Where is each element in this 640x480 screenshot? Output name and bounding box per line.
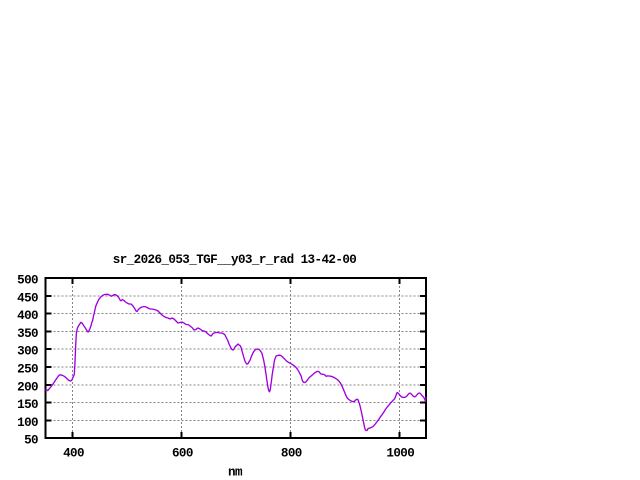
svg-text:450: 450 xyxy=(17,291,38,305)
svg-text:50: 50 xyxy=(24,434,38,448)
svg-text:600: 600 xyxy=(172,447,193,461)
svg-text:250: 250 xyxy=(17,363,38,377)
svg-text:nm: nm xyxy=(228,466,243,480)
svg-text:300: 300 xyxy=(17,345,38,359)
svg-text:sr_2026_053_TGF__y03_r_rad 13-: sr_2026_053_TGF__y03_r_rad 13-42-00 xyxy=(113,253,357,267)
svg-text:500: 500 xyxy=(17,274,38,288)
svg-text:400: 400 xyxy=(63,447,84,461)
svg-text:200: 200 xyxy=(17,380,38,394)
svg-text:1000: 1000 xyxy=(386,447,414,461)
svg-text:400: 400 xyxy=(17,309,38,323)
svg-text:100: 100 xyxy=(17,416,38,430)
svg-text:800: 800 xyxy=(281,447,302,461)
svg-text:350: 350 xyxy=(17,327,38,341)
svg-text:150: 150 xyxy=(17,398,38,412)
